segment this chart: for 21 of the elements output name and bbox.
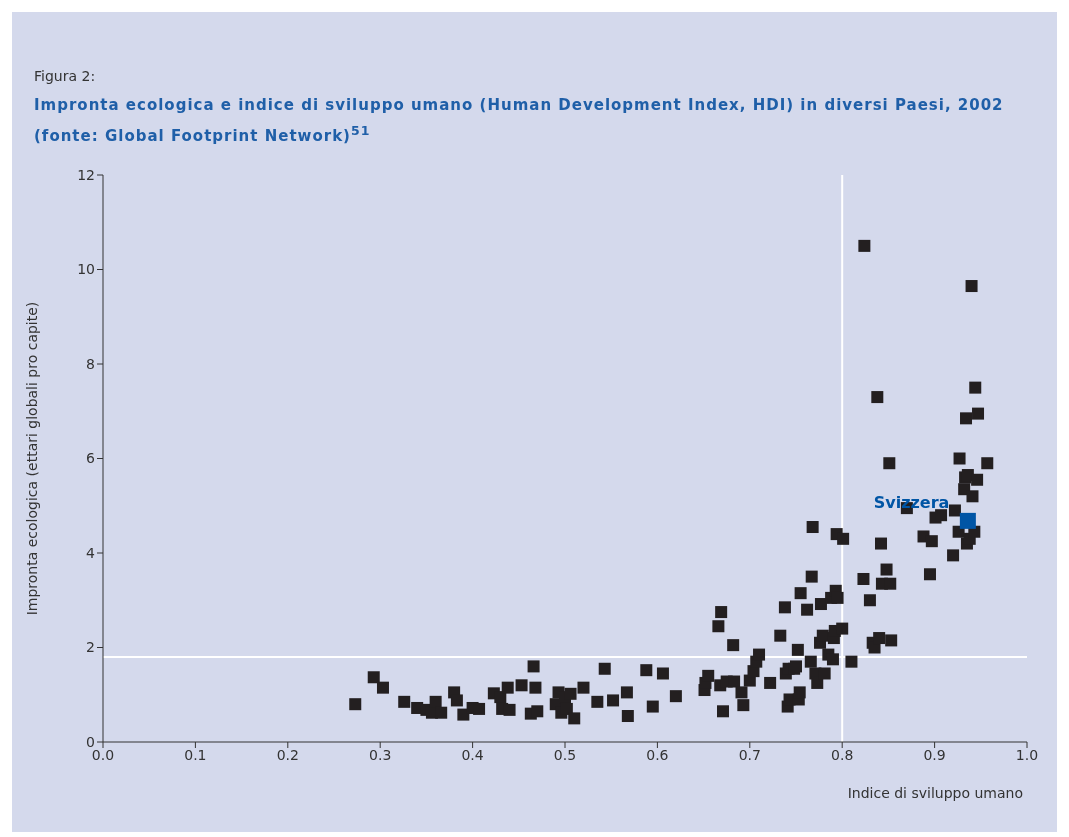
series-label: Svizzera (873, 493, 950, 513)
y-tick-label: 10 (77, 261, 95, 278)
y-tick-label: 6 (86, 450, 96, 467)
x-tick-label: 0.8 (831, 746, 854, 763)
x-tick-label: 0.7 (738, 746, 761, 763)
y-axis-title: Impronta ecologica (ettari globali pro capite) (23, 301, 40, 616)
x-tick-label: 0.3 (369, 746, 392, 763)
x-tick-label: 0.5 (553, 746, 577, 763)
x-tick-label: 0.1 (184, 746, 207, 763)
y-tick-label: 12 (77, 166, 95, 183)
x-tick-label: 0.9 (923, 746, 946, 763)
y-tick-label: 2 (86, 639, 95, 656)
x-tick-label: 0.2 (276, 746, 299, 763)
x-tick-label: 1.0 (1015, 746, 1039, 763)
y-tick-label: 4 (86, 544, 96, 561)
y-tick-label: 8 (86, 355, 95, 372)
chart-title: Impronta ecologica e indice di sviluppo umano (Human Development Index, HDI) in diversi Paesi, 2002 (fonte: Global Footprint Network)$^{51}$ (34, 95, 1005, 147)
x-axis-title: Indice di sviluppo umano (847, 785, 1023, 801)
x-tick-label: 0.4 (461, 746, 484, 763)
x-tick-label: 0.6 (646, 746, 669, 763)
text: Figura 2: (34, 68, 96, 84)
